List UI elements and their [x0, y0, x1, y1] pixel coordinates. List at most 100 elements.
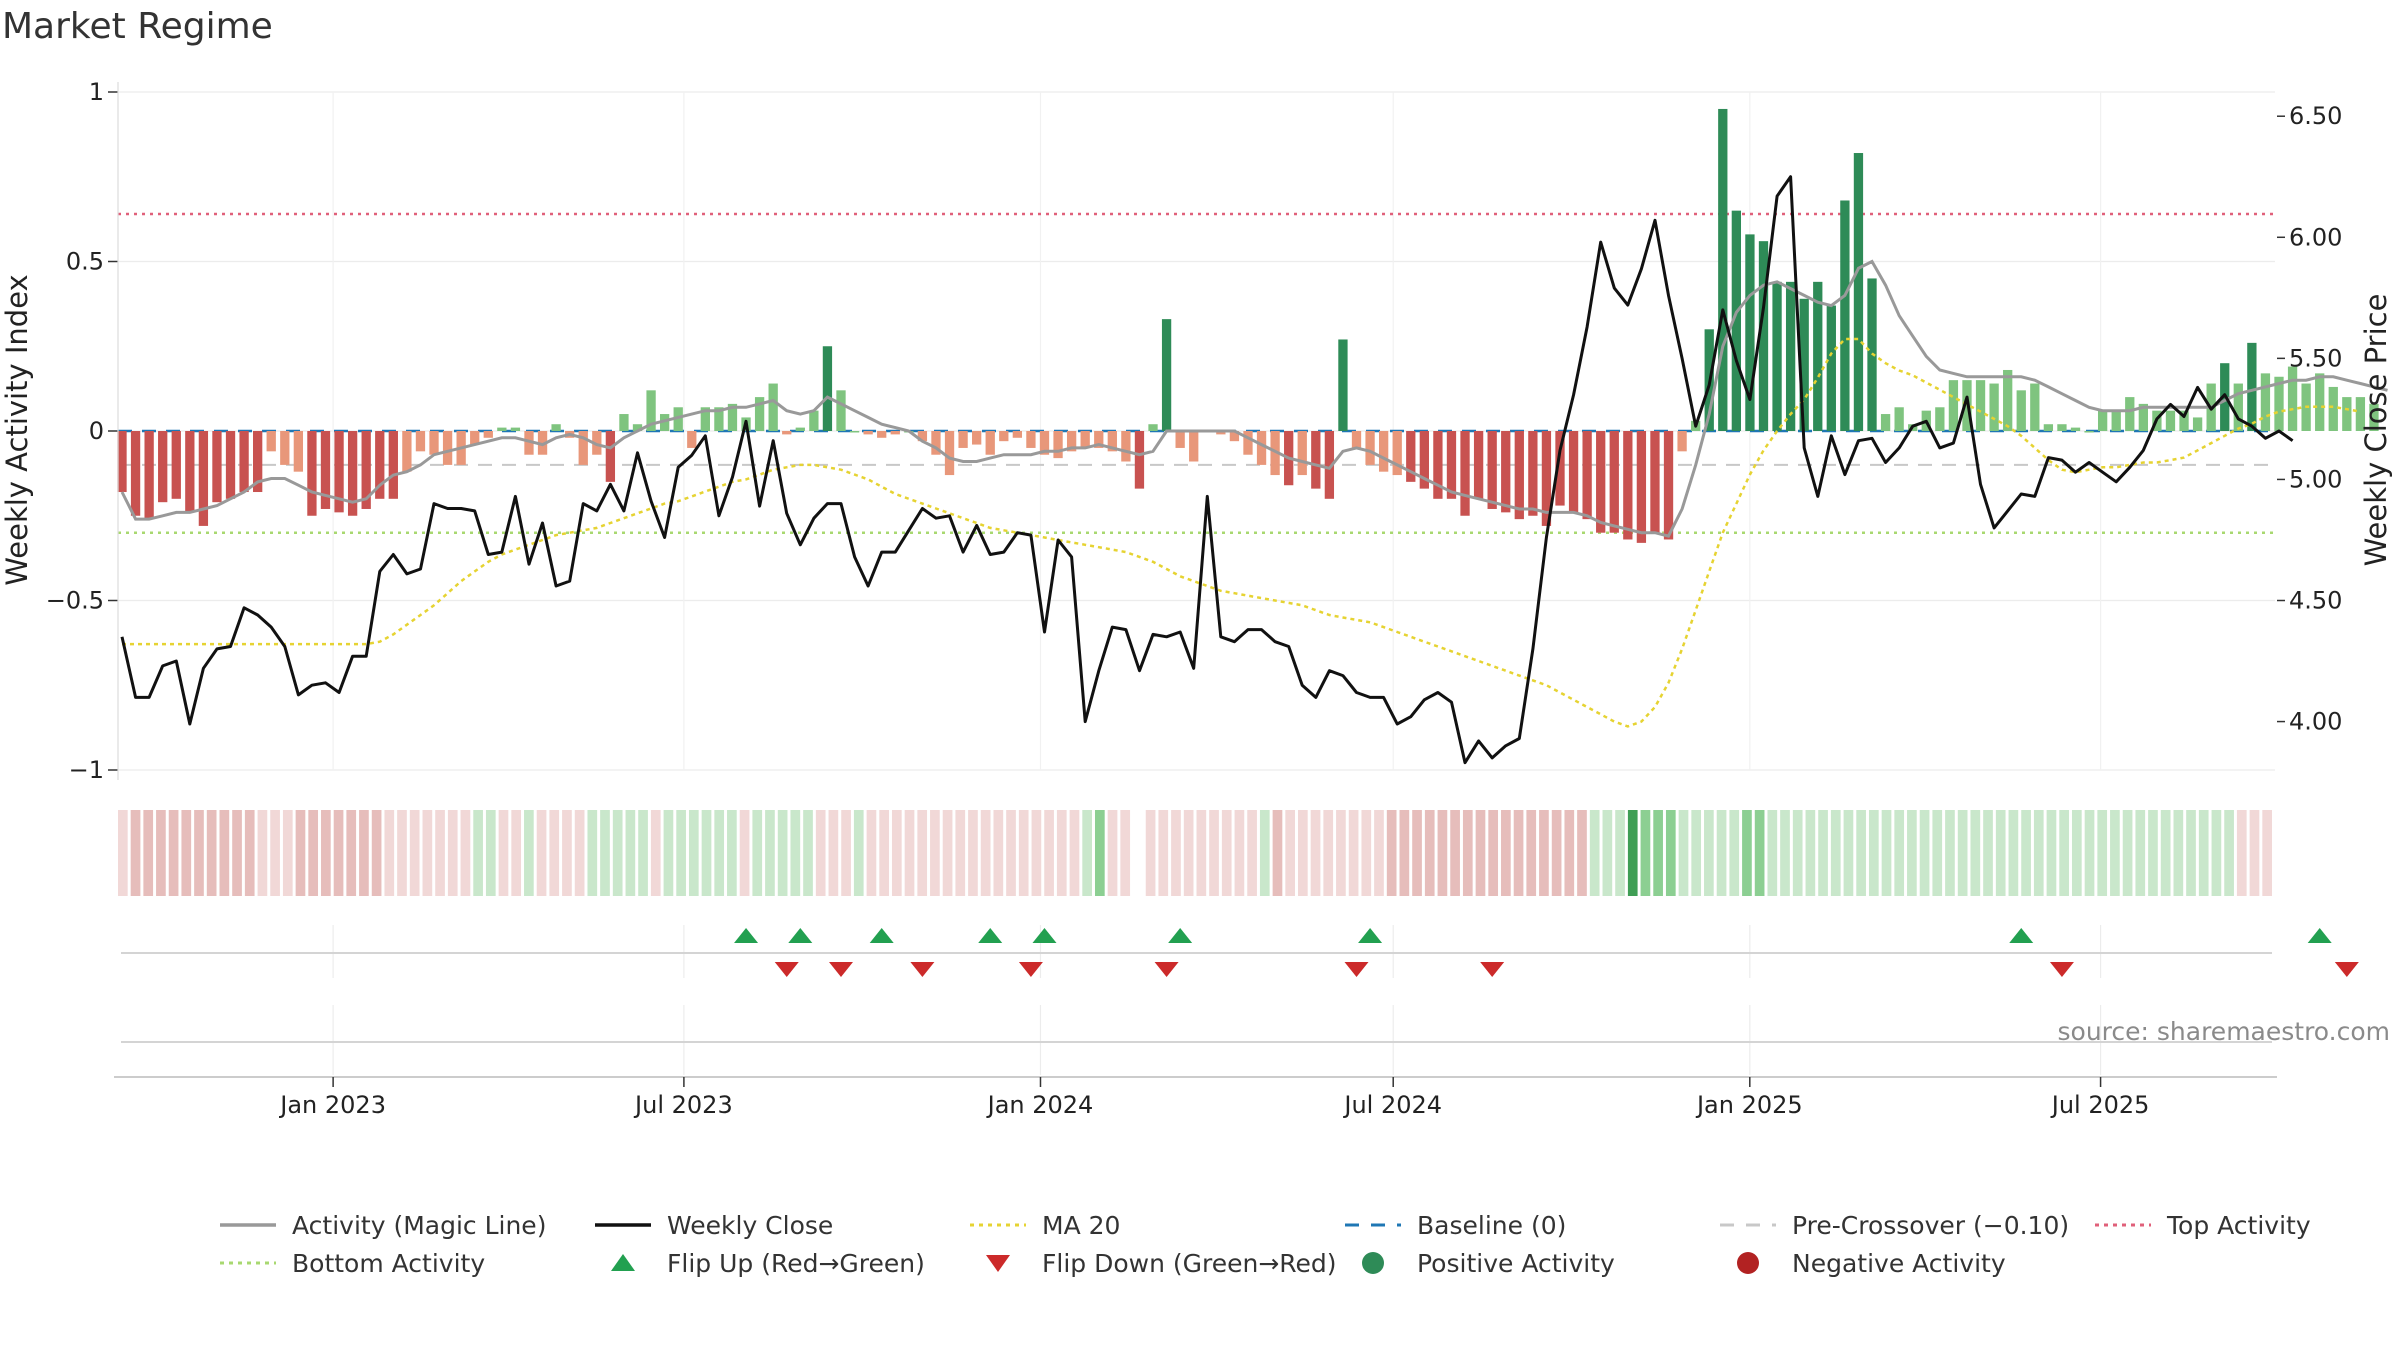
- regime-strip-cell: [612, 810, 623, 896]
- activity-bar: [1853, 153, 1864, 431]
- activity-bar: [2138, 403, 2148, 431]
- regime-strip-cell: [803, 810, 813, 896]
- regime-strip-cell: [2236, 810, 2247, 896]
- activity-bar: [1460, 431, 1470, 516]
- regime-strip-cell: [2186, 810, 2196, 896]
- regime-strip-cell: [1868, 810, 1879, 896]
- y-right-tick-label: 4.50: [2289, 587, 2342, 615]
- regime-strip-cell: [968, 810, 978, 896]
- activity-bar: [212, 431, 222, 503]
- regime-strip-cell: [1615, 810, 1625, 896]
- legend-item: Pre-Crossover (−0.10): [1720, 1211, 2069, 1240]
- activity-bar: [1053, 431, 1063, 459]
- regime-strip-cell: [295, 810, 306, 896]
- regime-strip-cell: [2135, 810, 2146, 896]
- regime-strip-cell: [1209, 810, 1219, 896]
- regime-strip-cell: [2033, 810, 2044, 896]
- activity-bar: [1351, 431, 1362, 448]
- regime-strip-cell: [1018, 810, 1029, 896]
- regime-strip-cell: [1602, 810, 1613, 896]
- activity-bar: [1175, 431, 1185, 448]
- activity-bar: [1568, 431, 1579, 513]
- regime-strip-cell: [1031, 810, 1042, 896]
- activity-bar: [1473, 431, 1484, 499]
- activity-bar: [673, 407, 683, 431]
- regime-strip-cell: [232, 810, 242, 896]
- activity-bar: [1718, 108, 1728, 431]
- axes: 1 0.5 0 −0.5 −1 6.50 6.00 5.50 5.00 4.50 4.00 Jan 2…: [46, 78, 2343, 1119]
- activity-bar: [2097, 410, 2108, 431]
- activity-bar: [1161, 319, 1172, 431]
- regime-strip-cell: [1323, 810, 1334, 896]
- regime-strip-cell: [194, 810, 204, 896]
- regime-strip-cell: [1881, 810, 1892, 896]
- regime-strip-cell: [206, 810, 217, 896]
- regime-strip-cell: [1577, 810, 1587, 896]
- regime-strip-cell: [562, 810, 572, 896]
- legend-label: MA 20: [1042, 1211, 1120, 1240]
- activity-bar: [619, 414, 629, 431]
- activity-bar: [1989, 383, 1999, 431]
- regime-strip-cell: [841, 810, 851, 896]
- activity-bar: [266, 431, 276, 452]
- regime-strip-cell: [904, 810, 915, 896]
- regime-strip-cell: [282, 810, 293, 896]
- y-left-tick-label: 0.5: [66, 248, 104, 276]
- activity-bar: [470, 431, 480, 445]
- ma20-line: [122, 337, 2361, 728]
- activity-bar: [1935, 407, 1945, 431]
- legend-item: Baseline (0): [1345, 1211, 1566, 1240]
- regime-strip-cell: [1957, 810, 1968, 896]
- activity-bar: [1324, 431, 1335, 499]
- regime-strip-cell: [1767, 810, 1778, 896]
- activity-bar: [1663, 431, 1674, 540]
- x-tick-label: Jul 2024: [1342, 1091, 1442, 1119]
- activity-bar: [1975, 380, 1986, 431]
- regime-strip-cell: [270, 810, 280, 896]
- activity-bar: [700, 407, 710, 431]
- activity-bar: [293, 431, 304, 472]
- regime-strip-cell: [1843, 810, 1854, 896]
- activity-bar: [2165, 410, 2176, 431]
- regime-strip-cell: [980, 810, 991, 896]
- flip-down-marker: [2049, 962, 2074, 977]
- activity-bar: [1799, 298, 1809, 431]
- legend-swatch: [611, 1254, 635, 1271]
- activity-bar: [1555, 431, 1565, 506]
- activity-bar: [714, 407, 724, 431]
- activity-bar: [1609, 431, 1619, 533]
- legend-label: Activity (Magic Line): [292, 1211, 546, 1240]
- regime-strip-cell: [333, 810, 344, 896]
- activity-bar: [130, 431, 141, 516]
- regime-strip-cell: [1310, 810, 1321, 896]
- regime-strip-cell: [422, 810, 433, 896]
- y-right-tick-label: 4.00: [2289, 708, 2342, 736]
- legend-label: Weekly Close: [667, 1211, 833, 1240]
- activity-bar: [2328, 386, 2338, 431]
- y-left-axis-title: Weekly Activity Index: [0, 274, 34, 585]
- regime-strip-cell: [1234, 810, 1245, 896]
- regime-strip-cell: [435, 810, 445, 896]
- regime-strip-cell: [1805, 810, 1816, 896]
- regime-strip-cell: [1754, 810, 1765, 896]
- regime-strip-cell: [1069, 810, 1080, 896]
- regime-strip-cell: [1513, 810, 1524, 896]
- regime-strip-cell: [752, 810, 763, 896]
- activity-bar: [2125, 397, 2135, 431]
- regime-strip-cell: [600, 810, 610, 896]
- activity-bar: [2016, 390, 2026, 431]
- activity-bar: [375, 431, 385, 499]
- activity-bar: [1623, 431, 1633, 540]
- activity-bar: [687, 431, 697, 448]
- activity-bar: [2179, 410, 2189, 431]
- activity-bar: [1541, 431, 1552, 526]
- activity-bar: [1080, 431, 1090, 448]
- activity-bar: [497, 427, 507, 431]
- regime-strip-cell: [409, 810, 420, 896]
- regime-strip-cell: [1830, 810, 1841, 896]
- flip-up-marker: [734, 928, 759, 943]
- regime-strip-cell: [1551, 810, 1562, 896]
- regime-strip-cell: [714, 810, 725, 896]
- activity-bar: [944, 431, 955, 476]
- regime-strip-cell: [891, 810, 902, 896]
